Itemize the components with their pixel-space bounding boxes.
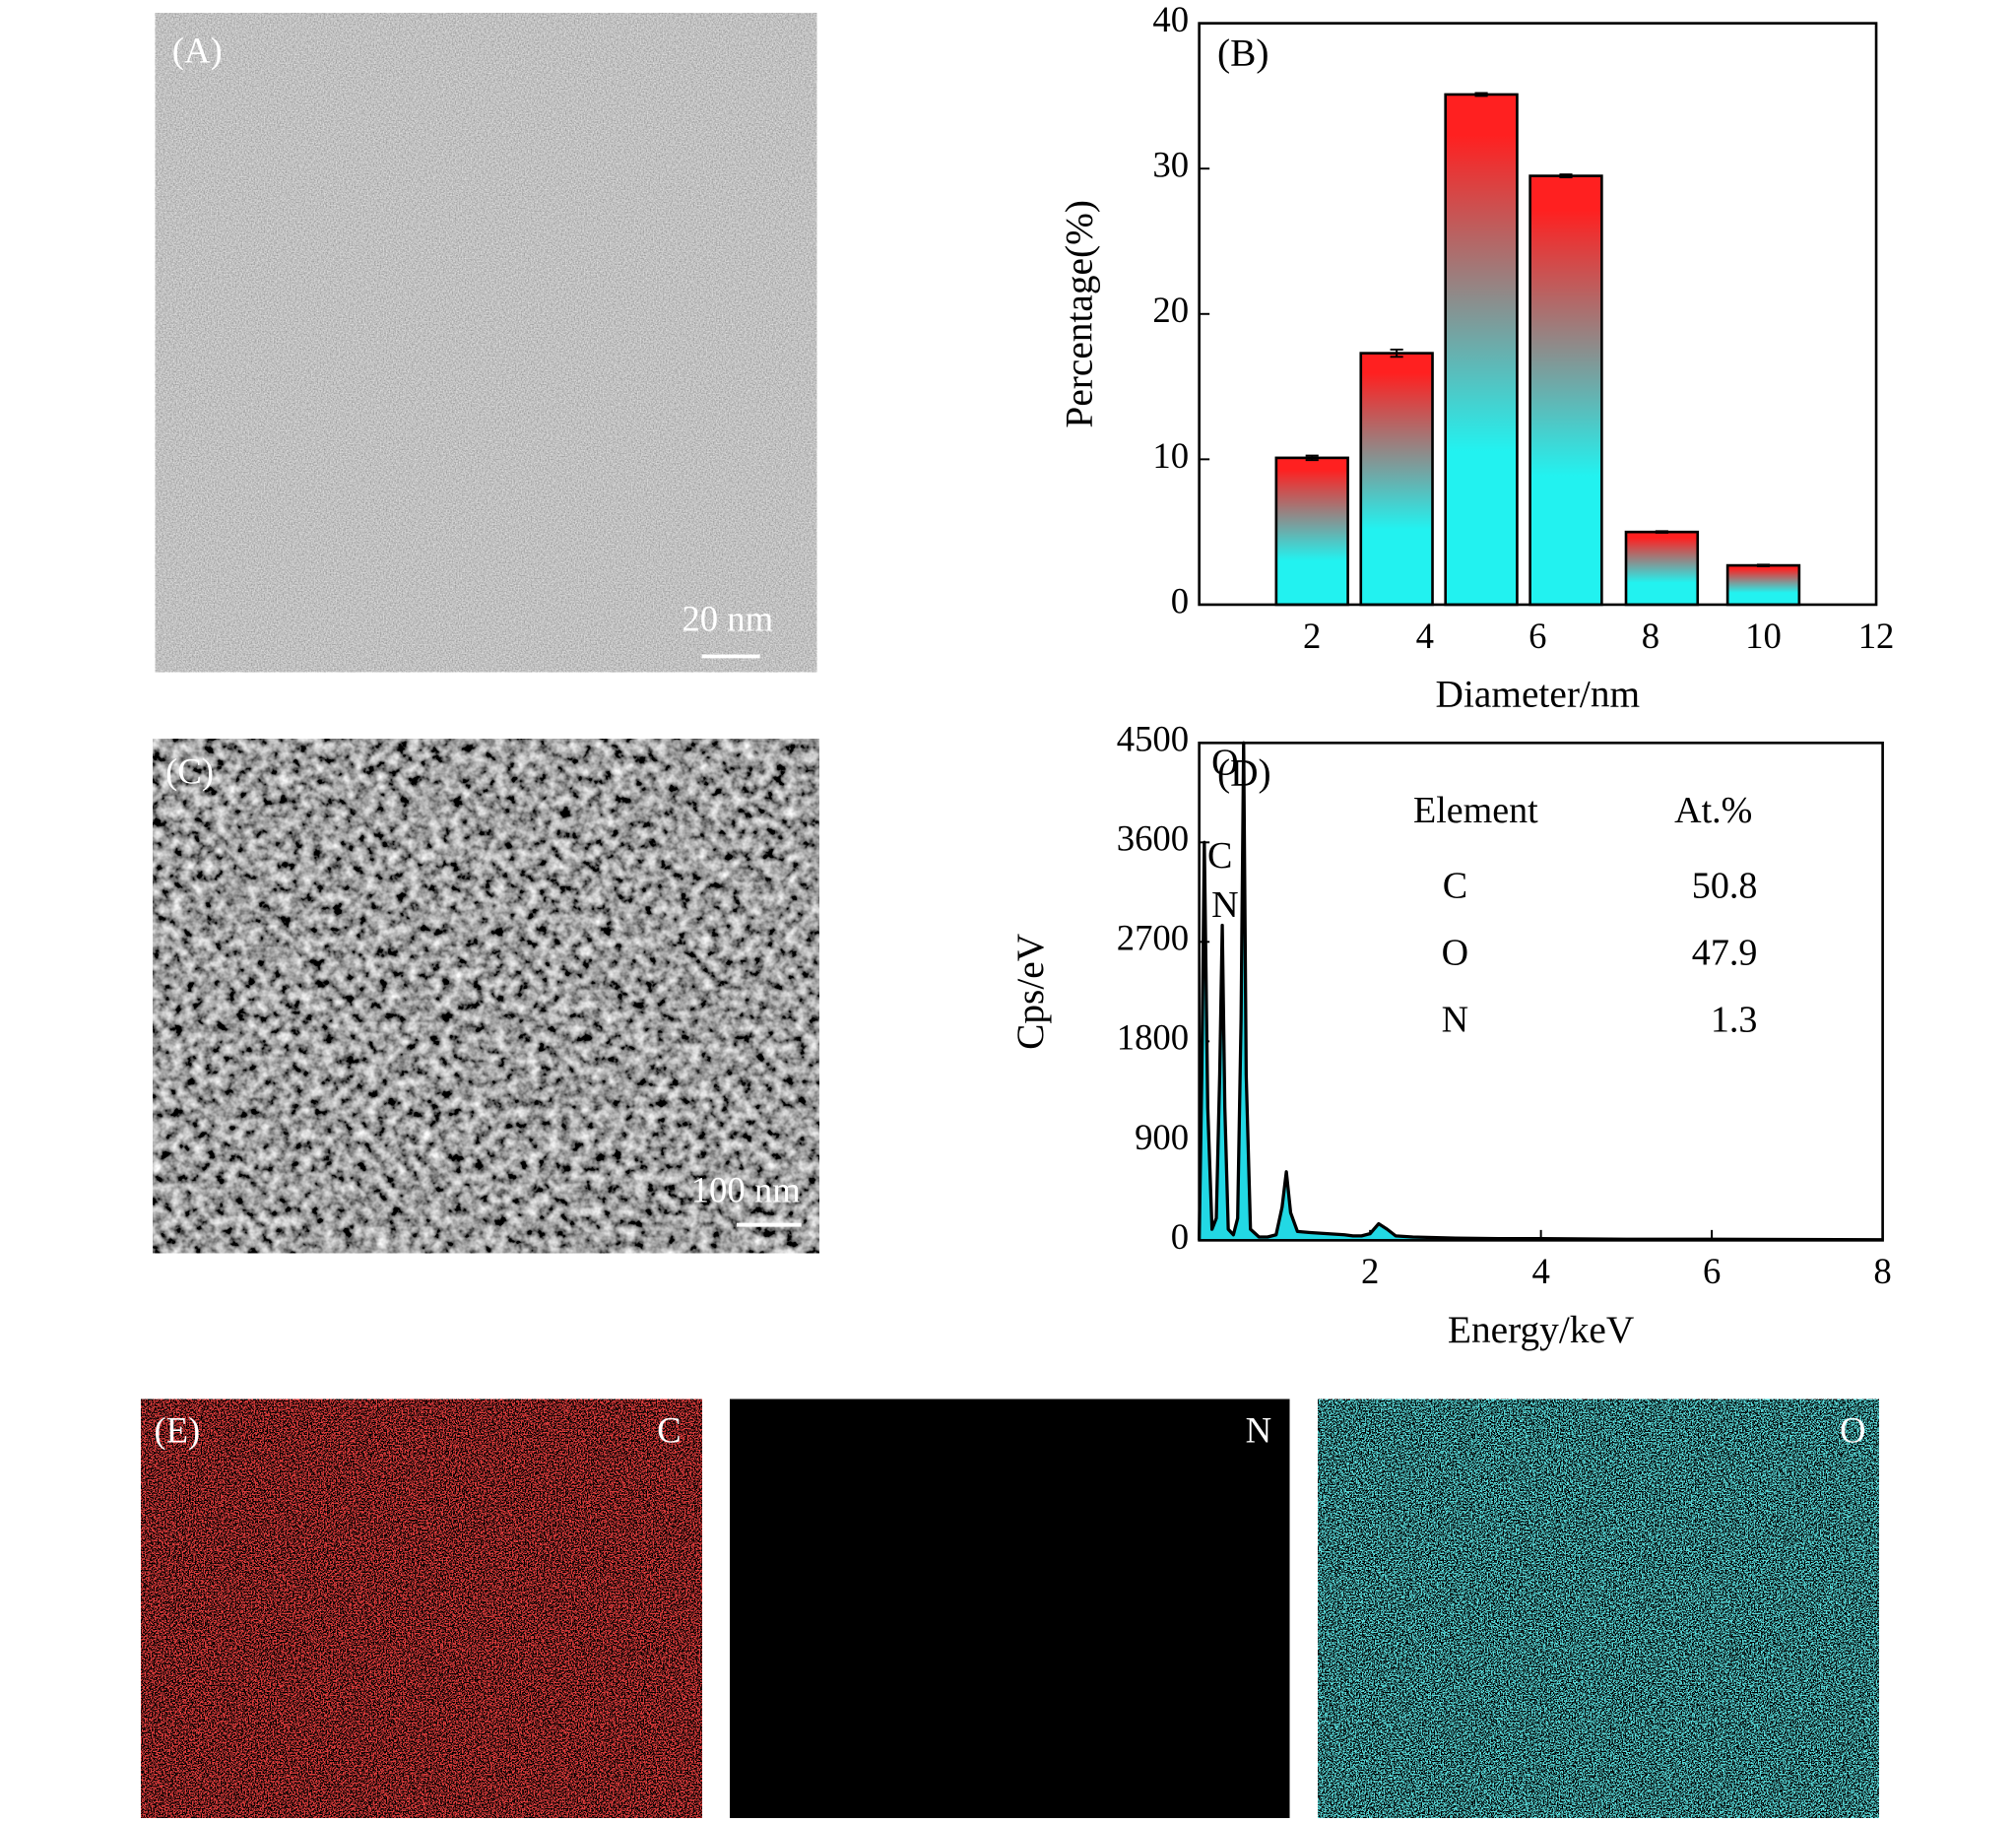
map-o [1318, 1399, 1879, 1818]
table-header: At.% [1674, 790, 1752, 831]
y-tick-label: 30 [1152, 145, 1189, 185]
y-tick-label: 0 [1171, 1216, 1189, 1257]
y-tick-label: 4500 [1117, 719, 1189, 759]
y-tick-label: 40 [1152, 0, 1189, 39]
line [1198, 741, 1883, 1242]
error-bar [1390, 348, 1403, 358]
panel-label: (A) [172, 31, 223, 71]
y-tick-label: 2700 [1117, 918, 1189, 958]
error-bar [1559, 173, 1573, 179]
error-bar [1474, 92, 1488, 98]
error-bar [1655, 530, 1668, 534]
bar [1528, 174, 1603, 607]
map-c [141, 1399, 702, 1818]
plot-frame [1198, 22, 1878, 607]
x-axis-label: Energy/keV [1448, 1308, 1634, 1351]
sem-image [153, 739, 819, 1254]
table-cell: C [1443, 865, 1467, 906]
y-tick-label: 900 [1135, 1117, 1189, 1157]
bar [1359, 352, 1434, 607]
x-tick-label: 6 [1528, 616, 1546, 656]
scale-bar-label: 20 nm [682, 599, 773, 639]
x-tick-label: 8 [1873, 1251, 1891, 1291]
x-tick-label: 2 [1361, 1251, 1379, 1291]
x-tick-label: 6 [1703, 1251, 1721, 1291]
table-header: Element [1413, 790, 1538, 831]
bar [1725, 563, 1801, 607]
x-tick-label: 12 [1858, 616, 1895, 656]
tem-image [155, 13, 817, 673]
peak-label: C [1207, 835, 1232, 877]
map-n [730, 1399, 1290, 1818]
table-cell: 50.8 [1692, 865, 1758, 906]
panel-label: (C) [165, 751, 214, 792]
x-tick-label: 8 [1642, 616, 1659, 656]
x-tick-label: 4 [1531, 1251, 1549, 1291]
panel-label: (B) [1217, 32, 1268, 75]
y-tick-label: 1800 [1117, 1017, 1189, 1058]
y-axis-label: Percentage(%) [1058, 200, 1101, 428]
error-bar [1756, 563, 1771, 567]
bar [1624, 530, 1700, 607]
map-element: O [1840, 1410, 1866, 1451]
y-tick-label: 20 [1152, 290, 1189, 330]
y-tick-label: 0 [1171, 580, 1189, 620]
map-element: N [1246, 1410, 1272, 1451]
peak-label: O [1211, 743, 1238, 784]
table-cell: 47.9 [1692, 932, 1758, 973]
bar [1444, 93, 1519, 607]
table-cell: O [1442, 932, 1468, 973]
scale-bar-label: 100 nm [691, 1170, 801, 1210]
panel-label: (E) [154, 1410, 200, 1451]
y-tick-label: 10 [1152, 435, 1189, 476]
map-element: C [657, 1410, 682, 1451]
y-axis-label: Cps/eV [1008, 934, 1052, 1050]
y-tick-label: 3600 [1117, 818, 1189, 859]
table-cell: N [1442, 1000, 1468, 1041]
area [1199, 743, 1883, 1241]
x-tick-label: 10 [1745, 616, 1782, 656]
table-cell: 1.3 [1711, 1000, 1758, 1041]
plot-frame [1198, 741, 1884, 1242]
x-axis-label: Diameter/nm [1436, 672, 1641, 715]
bar [1274, 456, 1349, 607]
x-tick-label: 4 [1416, 616, 1434, 656]
error-bar [1305, 454, 1319, 462]
x-tick-label: 2 [1303, 616, 1321, 656]
peak-label: N [1211, 884, 1238, 926]
